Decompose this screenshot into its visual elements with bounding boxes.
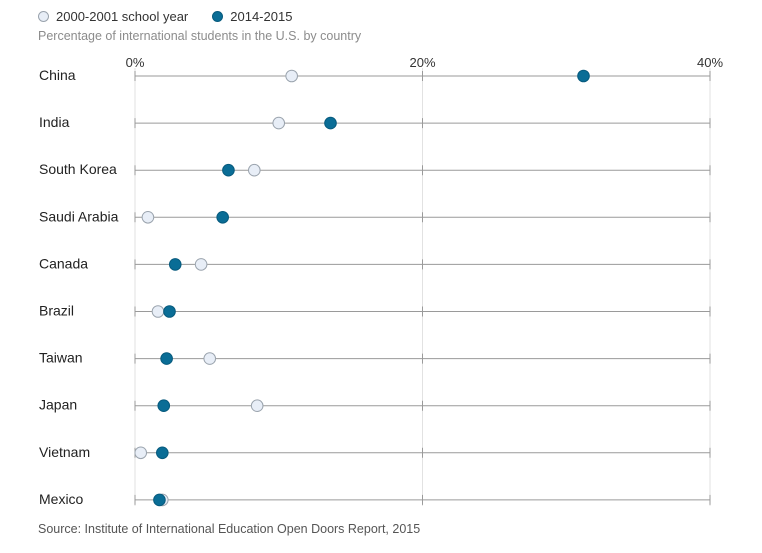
country-label-vietnam: Vietnam [39, 444, 90, 460]
point-2014-2015-saudi-arabia [216, 211, 229, 224]
point-2000-2001-china [285, 69, 298, 83]
point-2000-2001-canada [194, 258, 208, 271]
point-2000-2001-japan [250, 399, 264, 413]
tick-label-40: 40% [697, 55, 723, 70]
point-2000-2001-taiwan [203, 352, 217, 365]
point-2014-2015-china [577, 69, 590, 83]
legend-label-2000-2001: 2000-2001 school year [56, 8, 189, 24]
point-2000-2001-vietnam [134, 446, 148, 460]
legend: 2000-2001 school year 2014-2015 [38, 7, 316, 25]
legend-label-2014-2015: 2014-2015 [230, 8, 293, 24]
tick-label-0: 0% [126, 55, 145, 70]
point-2014-2015-south-korea [222, 163, 235, 177]
legend-dot-2000-2001-icon [38, 10, 49, 22]
country-label-china: China [39, 67, 76, 83]
chart-subtitle: Percentage of international students in … [38, 29, 362, 43]
point-2014-2015-canada [168, 258, 182, 271]
country-label-india: India [39, 114, 70, 130]
country-label-mexico: Mexico [39, 491, 84, 507]
point-2014-2015-vietnam [156, 446, 169, 460]
country-label-saudi-arabia: Saudi Arabia [39, 208, 119, 224]
point-2000-2001-brazil [151, 305, 165, 318]
country-label-brazil: Brazil [39, 303, 74, 319]
point-2000-2001-south-korea [248, 163, 261, 177]
point-2000-2001-saudi-arabia [141, 211, 155, 224]
point-2014-2015-japan [157, 399, 171, 413]
tick-label-20: 20% [409, 55, 435, 70]
point-2014-2015-india [324, 116, 337, 130]
point-2014-2015-mexico [153, 493, 166, 507]
legend-dot-2014-2015-icon [212, 10, 224, 22]
country-label-canada: Canada [39, 255, 88, 271]
legend-item-2014-2015: 2014-2015 [212, 9, 292, 24]
country-label-south-korea: South Korea [39, 161, 117, 177]
source-note: Source: Institute of International Educa… [38, 522, 421, 536]
legend-item-2000-2001: 2000-2001 school year [38, 9, 188, 24]
country-label-japan: Japan [39, 397, 77, 413]
country-label-taiwan: Taiwan [39, 350, 83, 366]
point-2014-2015-taiwan [160, 352, 173, 365]
point-2014-2015-brazil [163, 305, 176, 318]
point-2000-2001-india [272, 116, 286, 130]
